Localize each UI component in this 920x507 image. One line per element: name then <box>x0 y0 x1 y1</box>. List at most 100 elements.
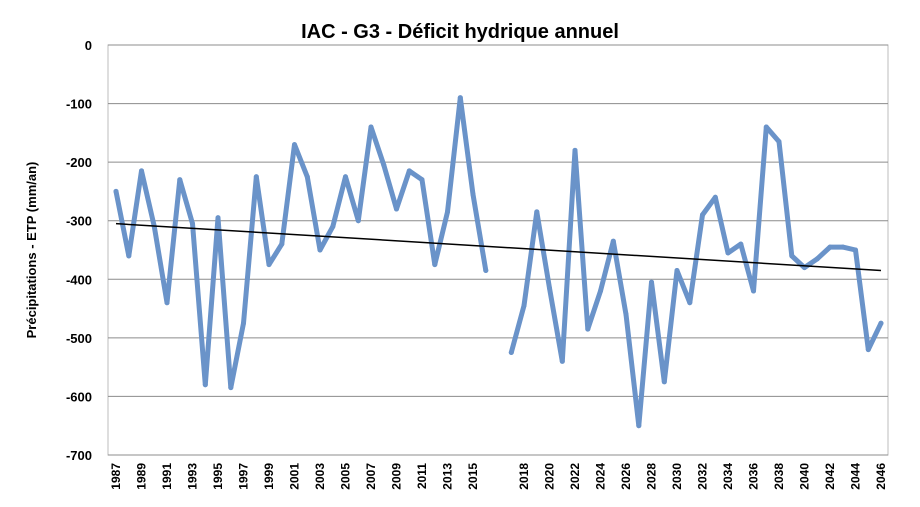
data-point <box>202 382 208 388</box>
data-point <box>406 168 412 174</box>
data-point <box>139 168 144 174</box>
y-axis-label: Précipitations - ETP (mm/an) <box>24 162 39 339</box>
x-tick-label: 2028 <box>645 463 659 490</box>
data-point <box>687 300 693 306</box>
series-group <box>113 95 884 429</box>
data-point <box>789 253 795 259</box>
data-point <box>610 238 616 244</box>
data-point <box>827 244 833 250</box>
data-point <box>547 285 552 291</box>
y-tick-labels: 0 -100 -200 -300 -400 -500 -600 -700 <box>66 38 92 463</box>
data-point <box>241 320 246 326</box>
data-point <box>368 124 374 130</box>
x-tick-label: 2040 <box>798 463 812 490</box>
x-tick-label: 2015 <box>466 463 480 490</box>
data-point <box>164 300 170 306</box>
x-tick-label: 2020 <box>543 463 557 490</box>
data-point <box>776 139 782 145</box>
data-point <box>585 326 591 332</box>
data-point <box>228 385 234 391</box>
data-point <box>126 253 132 259</box>
x-tick-label: 1999 <box>262 463 276 490</box>
data-point <box>700 212 705 218</box>
y-tick-label: -600 <box>66 389 92 404</box>
data-point <box>432 262 438 268</box>
data-point <box>534 209 540 215</box>
data-point <box>292 142 297 148</box>
x-tick-label: 2013 <box>441 463 455 490</box>
data-point <box>674 268 680 273</box>
data-point <box>649 279 654 285</box>
trendline <box>115 222 882 272</box>
y-tick-label: -200 <box>66 155 92 170</box>
data-point <box>470 191 476 197</box>
data-point <box>661 379 667 385</box>
data-point <box>572 147 578 153</box>
data-point <box>623 311 629 317</box>
data-point <box>355 218 361 224</box>
chart-title: IAC - G3 - Déficit hydrique annuel <box>301 21 619 43</box>
x-tick-label: 1987 <box>109 463 123 490</box>
x-tick-label: 1989 <box>135 463 149 490</box>
y-tick-label: -400 <box>66 272 92 287</box>
x-tick-label: 2042 <box>823 463 837 490</box>
data-point <box>840 244 846 250</box>
data-point <box>763 124 769 130</box>
x-tick-label: 2009 <box>390 463 404 490</box>
x-tick-label: 2022 <box>568 463 582 490</box>
data-point <box>266 262 272 268</box>
data-point <box>738 241 744 247</box>
data-point <box>508 350 514 355</box>
data-point <box>113 188 119 194</box>
x-tick-label: 2046 <box>874 463 888 490</box>
data-point <box>381 162 387 168</box>
data-point <box>419 177 425 183</box>
x-tick-label: 1997 <box>237 463 251 490</box>
data-point <box>457 95 463 101</box>
x-tick-label: 2036 <box>747 463 761 490</box>
data-point <box>878 320 884 326</box>
x-tick-label: 2001 <box>288 463 302 490</box>
data-point <box>712 194 718 200</box>
x-tick-label: 2034 <box>721 463 735 490</box>
data-point <box>215 215 221 221</box>
x-tick-labels: 1987 1989 1991 1993 1995 1997 1999 2001 2003 2005… <box>109 463 888 490</box>
data-point <box>853 247 858 253</box>
y-tick-label: -300 <box>66 214 92 229</box>
x-tick-label: 2038 <box>772 463 786 490</box>
plot-area <box>107 44 889 456</box>
data-point <box>330 224 336 230</box>
data-point <box>394 206 399 212</box>
data-point <box>190 221 195 227</box>
data-point <box>343 174 348 180</box>
y-tick-label: 0 <box>85 38 92 53</box>
y-tick-label: -100 <box>66 97 92 112</box>
x-tick-label: 2007 <box>364 463 378 490</box>
data-point <box>279 241 285 247</box>
data-point <box>521 303 527 309</box>
data-point <box>598 288 603 294</box>
x-tick-label: 2044 <box>849 463 863 490</box>
x-tick-label: 2026 <box>619 463 633 490</box>
x-tick-label: 2018 <box>517 463 531 490</box>
series-line <box>113 95 489 391</box>
data-point <box>304 174 310 180</box>
data-point <box>445 209 450 215</box>
x-tick-label: 1995 <box>211 463 225 490</box>
x-tick-label: 2024 <box>594 463 608 490</box>
x-tick-label: 2032 <box>696 463 710 490</box>
data-point <box>177 177 183 183</box>
data-point <box>559 358 565 364</box>
x-tick-label: 1993 <box>186 463 200 490</box>
data-point <box>636 423 642 429</box>
data-point <box>865 347 871 353</box>
x-tick-label: 2030 <box>670 463 684 490</box>
x-tick-label: 1991 <box>160 463 174 490</box>
data-point <box>751 288 756 294</box>
x-tick-label: 2003 <box>313 463 327 490</box>
data-point <box>253 174 259 180</box>
data-point <box>725 250 731 256</box>
y-tick-label: -500 <box>66 331 92 346</box>
data-point <box>483 268 489 273</box>
